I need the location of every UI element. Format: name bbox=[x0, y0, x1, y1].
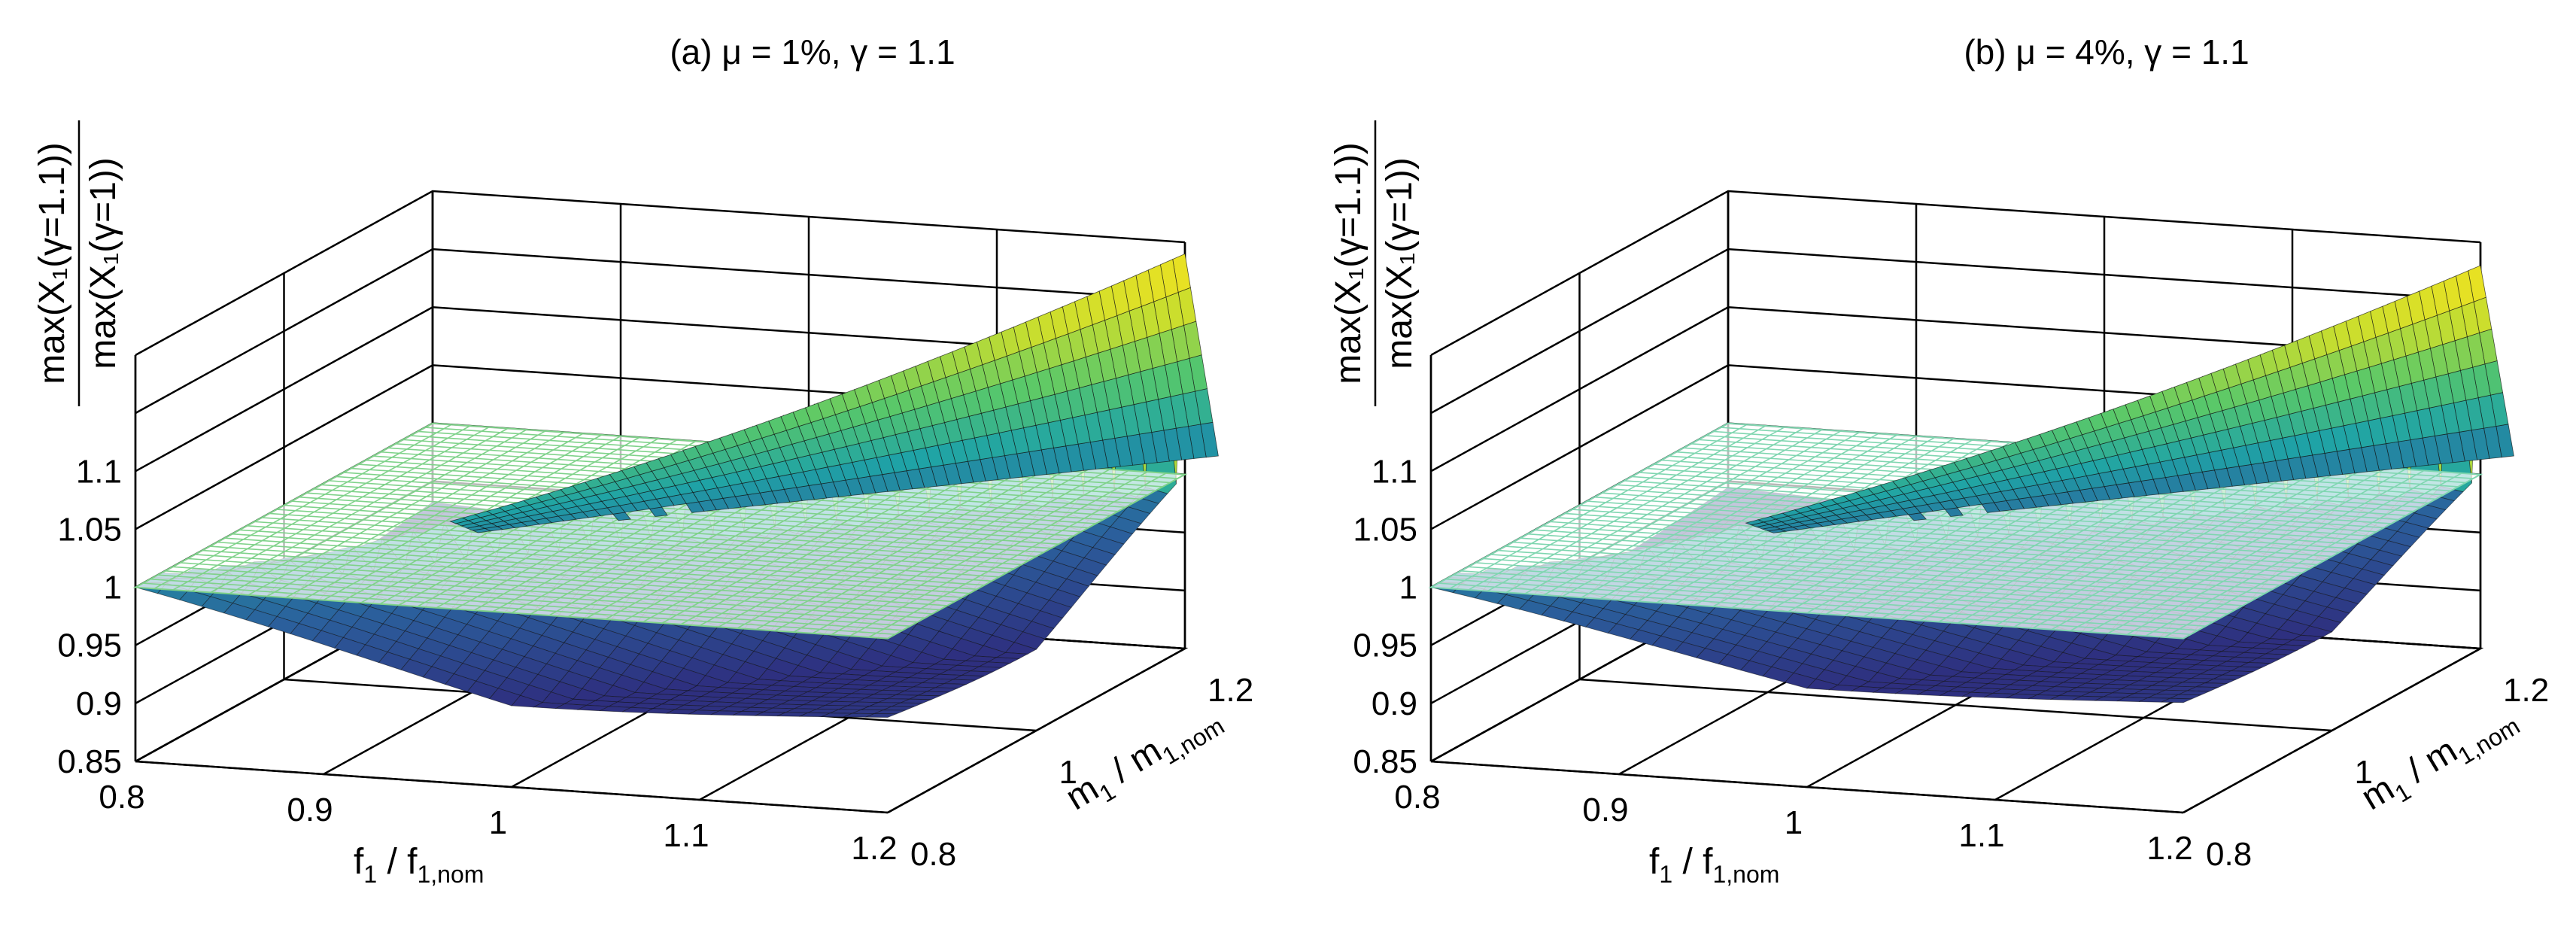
surface-ridge bbox=[449, 253, 1219, 533]
surface-ridge bbox=[1745, 265, 2514, 533]
z-tick-label: 1.05 bbox=[57, 511, 122, 548]
floor-grid-y bbox=[1430, 760, 2184, 814]
reference-plane-mesh bbox=[2145, 471, 2444, 637]
x-tick-label: 1 bbox=[489, 804, 507, 841]
z-label-denominator: max(X₁(γ=1)) bbox=[84, 157, 123, 369]
z-axis-label: max(X₁(γ=1.1)) max(X₁(γ=1)) bbox=[1329, 120, 1420, 406]
y-tick-label: 1 bbox=[2355, 754, 2373, 791]
ridge-patch bbox=[1745, 519, 1765, 526]
surface-patch bbox=[2161, 697, 2192, 703]
wall-grid-z bbox=[1430, 248, 2481, 415]
wall-grid-z bbox=[1430, 190, 2481, 357]
floor-grid-y bbox=[135, 760, 889, 814]
z-tick-label: 0.85 bbox=[57, 743, 122, 780]
z-tick-label: 1.05 bbox=[1353, 511, 1417, 548]
reference-plane-mesh bbox=[1976, 460, 2274, 625]
reference-plane-mesh bbox=[718, 462, 1016, 627]
ridge-patch bbox=[449, 517, 469, 524]
x-tick-label: 0.8 bbox=[99, 779, 144, 816]
reference-plane-mesh bbox=[2013, 462, 2312, 627]
panel-a: 0.85 0.9 0.95 1 1.05 1.1 0.8 0.9 1 1.1 1.2 0.8 1 1.2 f… bbox=[32, 32, 1253, 888]
z-label-numerator: max(X₁(γ=1.1)) bbox=[32, 142, 72, 384]
y-tick-label: 1 bbox=[1059, 754, 1077, 791]
reference-plane-mesh bbox=[812, 469, 1110, 634]
z-label-numerator: max(X₁(γ=1.1)) bbox=[1329, 142, 1368, 384]
z-tick-label: 0.9 bbox=[1372, 685, 1417, 722]
panel-title: (b) μ = 4%, γ = 1.1 bbox=[1964, 32, 2249, 71]
y-tick-label: 1.2 bbox=[2503, 672, 2549, 709]
x-tick-label: 1 bbox=[1785, 804, 1803, 841]
reference-plane-mesh bbox=[2070, 466, 2368, 632]
wall-grid-z bbox=[1430, 306, 2481, 472]
reference-plane-mesh bbox=[1594, 496, 2347, 549]
reference-plane-mesh bbox=[2107, 469, 2406, 634]
z-tick-label: 0.85 bbox=[1353, 743, 1417, 780]
reference-plane-mesh bbox=[2051, 464, 2350, 631]
reference-plane-mesh bbox=[299, 496, 1052, 549]
reference-plane-mesh bbox=[849, 471, 1148, 637]
reference-plane-mesh bbox=[306, 492, 1059, 545]
reference-plane-mesh bbox=[2032, 463, 2331, 629]
x-tick-label: 1.1 bbox=[1958, 817, 2004, 854]
y-tick-label: 0.8 bbox=[2206, 836, 2252, 873]
reference-plane-mesh bbox=[737, 463, 1035, 629]
z-tick-label: 0.95 bbox=[1353, 627, 1417, 664]
reference-plane-mesh bbox=[868, 472, 1167, 638]
z-tick-label: 1 bbox=[104, 570, 122, 606]
tick-labels: 0.85 0.9 0.95 1 1.05 1.1 0.8 0.9 1 1.1 1.2 0.8 1 1.2 bbox=[57, 453, 1253, 873]
wall-grid-z bbox=[135, 306, 1186, 472]
z-label-denominator: max(X₁(γ=1)) bbox=[1380, 157, 1420, 369]
panel-b: 0.85 0.9 0.95 1 1.05 1.1 0.8 0.9 1 1.1 1.2 0.8 1 1.2 f… bbox=[1329, 32, 2549, 888]
y-tick-label: 0.8 bbox=[910, 836, 956, 873]
reference-plane-mesh bbox=[1602, 492, 2355, 545]
tick-labels: 0.85 0.9 0.95 1 1.05 1.1 0.8 0.9 1 1.1 1.2 0.8 1 1.2 bbox=[1353, 453, 2549, 873]
reference-plane-mesh bbox=[2164, 472, 2462, 638]
x-tick-label: 0.9 bbox=[1582, 792, 1628, 828]
z-axis-label: max(X₁(γ=1.1)) max(X₁(γ=1)) bbox=[32, 120, 123, 406]
y-tick-label: 1.2 bbox=[1208, 672, 1253, 709]
z-tick-label: 0.95 bbox=[57, 627, 122, 664]
reference-plane-mesh bbox=[1608, 488, 2362, 541]
floor-grid-y bbox=[1579, 678, 2332, 732]
x-tick-label: 1.1 bbox=[663, 817, 709, 854]
x-tick-label: 1.2 bbox=[2146, 830, 2192, 867]
reference-plane-mesh bbox=[680, 460, 979, 625]
y-axis-label: m1 / m1,nom bbox=[1059, 696, 1229, 823]
reference-plane-mesh bbox=[2126, 469, 2425, 636]
reference-plane-mesh bbox=[1579, 504, 2332, 558]
x-tick-label: 0.9 bbox=[287, 792, 333, 828]
x-tick-label: 0.8 bbox=[1394, 779, 1440, 816]
panel-title: (a) μ = 1%, γ = 1.1 bbox=[670, 32, 955, 71]
reference-plane-mesh bbox=[774, 466, 1073, 632]
x-axis-label: f1 / f1,nom bbox=[1649, 842, 1779, 888]
y-axis-label: m1 / m1,nom bbox=[2355, 696, 2525, 823]
reference-plane-mesh bbox=[313, 488, 1067, 541]
z-tick-label: 1.1 bbox=[76, 453, 122, 490]
x-axis-label: f1 / f1,nom bbox=[354, 842, 484, 888]
z-tick-label: 1 bbox=[1399, 570, 1417, 606]
reference-plane-mesh bbox=[699, 460, 998, 627]
wall-grid-z bbox=[135, 190, 1186, 357]
reference-plane-mesh bbox=[1587, 500, 2340, 553]
x-tick-label: 1.2 bbox=[851, 830, 897, 867]
reference-plane-mesh bbox=[284, 504, 1037, 558]
reference-plane-mesh bbox=[793, 467, 1092, 633]
wall-grid-z bbox=[135, 248, 1186, 415]
z-tick-label: 1.1 bbox=[1372, 453, 1417, 490]
z-tick-label: 0.9 bbox=[76, 685, 122, 722]
reference-plane-mesh bbox=[755, 464, 1054, 631]
reference-plane-mesh bbox=[831, 469, 1129, 636]
reference-plane-mesh bbox=[291, 500, 1044, 553]
reference-plane-mesh bbox=[2088, 467, 2387, 633]
reference-plane-mesh bbox=[1994, 460, 2293, 627]
surface-patch bbox=[865, 713, 897, 718]
